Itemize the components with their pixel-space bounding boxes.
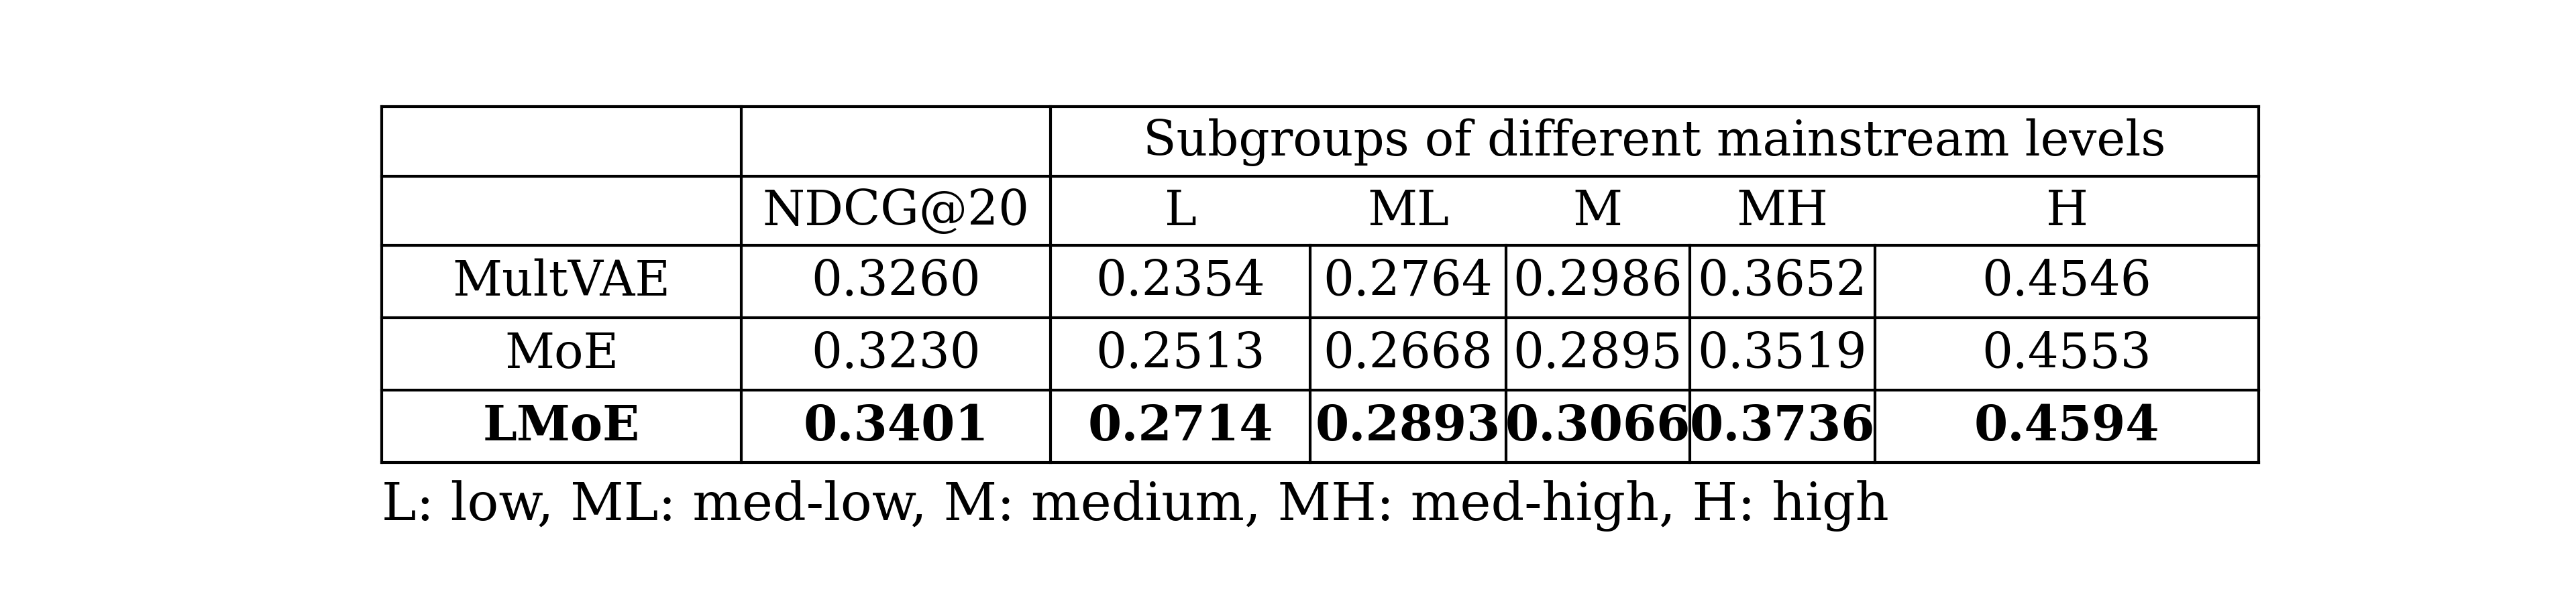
Text: MH: MH [1736, 187, 1829, 235]
Text: L: low, ML: med-low, M: medium, MH: med-high, H: high: L: low, ML: med-low, M: medium, MH: med-… [381, 480, 1888, 531]
Text: 0.2513: 0.2513 [1095, 331, 1265, 378]
Text: 0.2668: 0.2668 [1324, 331, 1494, 378]
Text: MoE: MoE [505, 331, 618, 378]
Text: 0.3260: 0.3260 [811, 258, 981, 306]
Text: 0.3230: 0.3230 [811, 331, 981, 378]
Text: MultVAE: MultVAE [453, 258, 670, 306]
Text: 0.3736: 0.3736 [1690, 403, 1875, 450]
Text: 0.4553: 0.4553 [1981, 331, 2151, 378]
Text: 0.2893: 0.2893 [1316, 403, 1502, 450]
Text: 0.4546: 0.4546 [1981, 258, 2151, 306]
Text: 0.3652: 0.3652 [1698, 258, 1868, 306]
Text: L: L [1164, 187, 1195, 235]
Text: 0.3519: 0.3519 [1698, 331, 1868, 378]
Text: ML: ML [1368, 187, 1448, 235]
Text: 0.4594: 0.4594 [1973, 403, 2159, 450]
Text: LMoE: LMoE [482, 403, 641, 450]
Text: 0.2354: 0.2354 [1095, 258, 1265, 306]
Text: NDCG@20: NDCG@20 [762, 187, 1030, 235]
Text: 0.3401: 0.3401 [804, 403, 989, 450]
Text: M: M [1574, 187, 1623, 235]
Text: H: H [2045, 187, 2089, 235]
Text: 0.3066: 0.3066 [1504, 403, 1690, 450]
Text: 0.2895: 0.2895 [1512, 331, 1682, 378]
Text: 0.2764: 0.2764 [1324, 258, 1494, 306]
Text: 0.2986: 0.2986 [1512, 258, 1682, 306]
Text: Subgroups of different mainstream levels: Subgroups of different mainstream levels [1144, 118, 2166, 166]
Text: 0.2714: 0.2714 [1087, 403, 1273, 450]
